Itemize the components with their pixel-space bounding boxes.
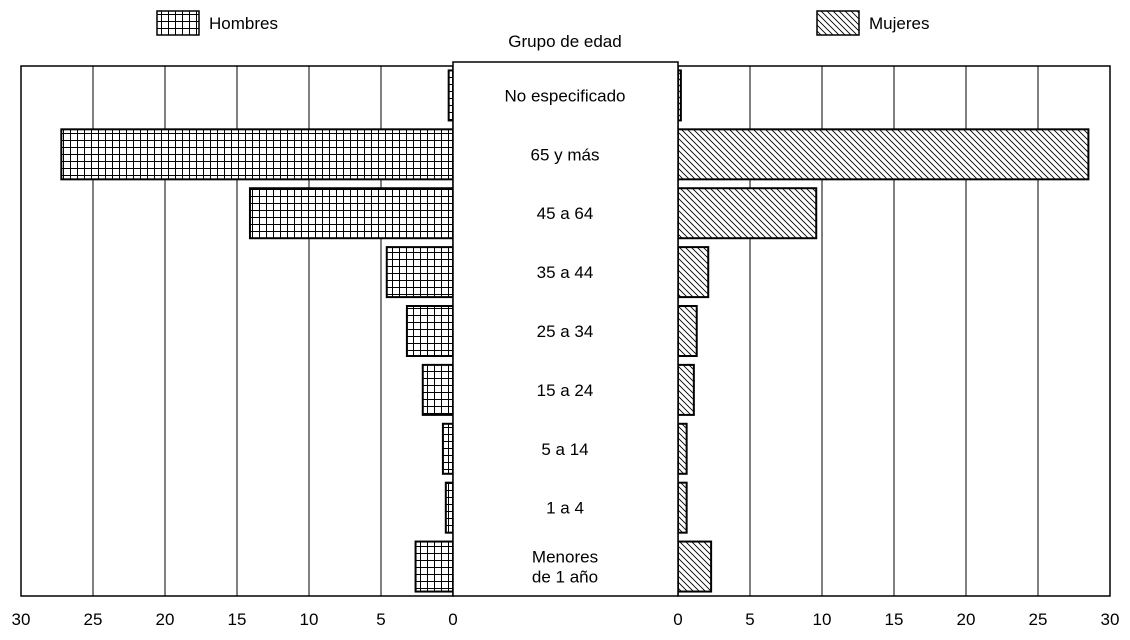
x-tick-label: 5 [376, 610, 385, 629]
x-tick-label: 0 [673, 610, 682, 629]
category-label: 5 a 14 [541, 440, 588, 459]
category-label: de 1 año [532, 568, 598, 587]
bar-hombres-5-a-14 [441, 422, 455, 475]
category-label: No especificado [505, 86, 626, 105]
bar-hombres-25-a-34 [405, 305, 455, 357]
bar-hombres-45-a-64 [248, 187, 454, 240]
x-tick-label: 20 [957, 610, 976, 629]
bar-hombres-65-y-m-s [60, 128, 454, 181]
x-tick-label: 30 [1101, 610, 1120, 629]
bar-mujeres-25-a-34 [677, 305, 698, 357]
x-tick-label: 15 [228, 610, 247, 629]
legend-label-mujeres: Mujeres [869, 14, 929, 33]
category-label: 65 y más [531, 145, 600, 164]
legend-item-hombres: Hombres [156, 10, 278, 36]
category-label: 25 a 34 [537, 322, 594, 341]
bar-mujeres-5-a-14 [677, 422, 688, 475]
legend-item-mujeres: Mujeres [816, 10, 929, 36]
bar-mujeres-15-a-24 [677, 363, 695, 416]
left-axis-ticks: 0 5 10 15 20 25 30 [12, 610, 458, 629]
bar-hombres-1-a-4 [444, 481, 454, 534]
mujeres-bars [677, 69, 1090, 593]
legend-label-hombres: Hombres [209, 14, 278, 33]
x-tick-label: 25 [84, 610, 103, 629]
category-label: 1 a 4 [546, 499, 584, 518]
legend-swatch-hombres [156, 10, 200, 36]
category-label: Menores [532, 548, 598, 567]
category-label: 15 a 24 [537, 381, 594, 400]
legend-swatch-mujeres [816, 10, 860, 36]
x-tick-label: 10 [813, 610, 832, 629]
bar-hombres-35-a-44 [385, 246, 455, 299]
legend: Hombres Mujeres [156, 10, 929, 36]
x-tick-label: 30 [12, 610, 31, 629]
x-tick-label: 5 [745, 610, 754, 629]
center-header: Grupo de edad [508, 32, 621, 51]
bar-hombres-15-a-24 [421, 363, 455, 416]
category-panel [452, 61, 679, 597]
category-label: 45 a 64 [537, 204, 594, 223]
bar-hombres-menores-de-1-a-o [414, 540, 454, 593]
x-tick-label: 20 [156, 610, 175, 629]
bar-mujeres-menores-de-1-a-o [677, 540, 713, 593]
bar-mujeres-1-a-4 [677, 481, 688, 534]
right-axis-ticks: 0 5 10 15 20 25 30 [673, 610, 1119, 629]
hombres-bars [60, 69, 455, 593]
x-tick-label: 25 [1029, 610, 1048, 629]
category-label: 35 a 44 [537, 263, 594, 282]
bar-mujeres-65-y-m-s [677, 128, 1090, 181]
category-labels: No especificado 65 y más 45 a 64 35 a 44 25 … [505, 86, 626, 586]
x-tick-label: 0 [448, 610, 457, 629]
bar-mujeres-45-a-64 [677, 187, 818, 240]
x-tick-label: 10 [300, 610, 319, 629]
bar-mujeres-35-a-44 [677, 246, 710, 299]
x-tick-label: 15 [885, 610, 904, 629]
